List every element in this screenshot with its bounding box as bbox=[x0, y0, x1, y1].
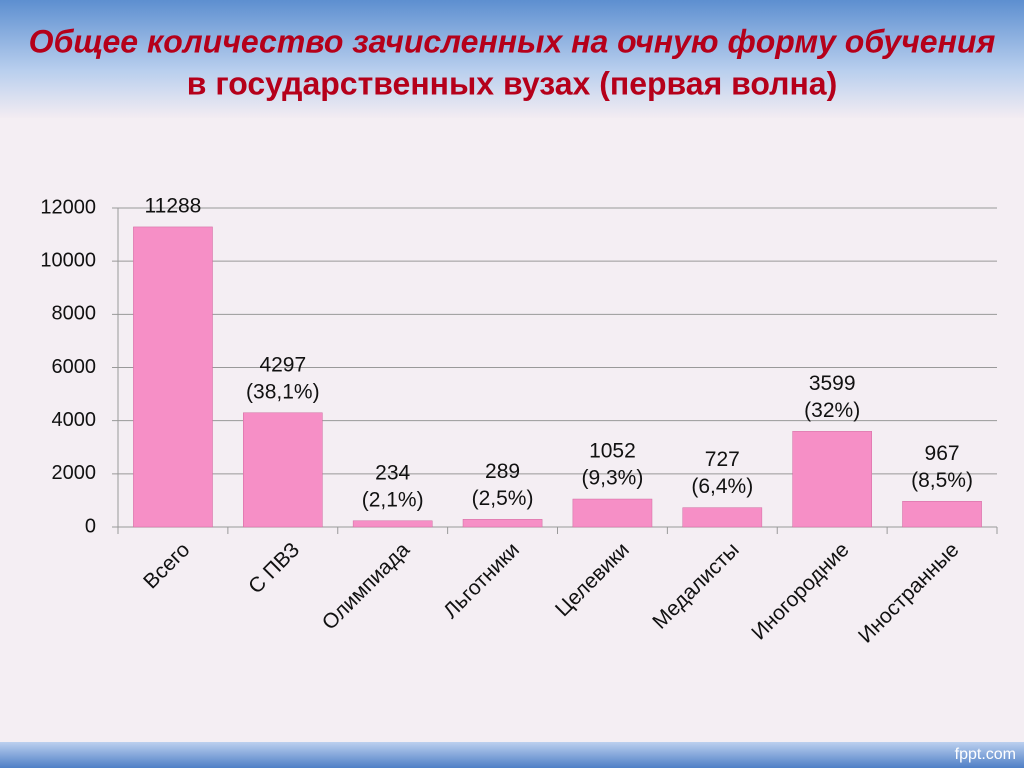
y-tick-label: 10000 bbox=[40, 249, 96, 271]
bar bbox=[792, 431, 872, 528]
footer-band bbox=[0, 742, 1024, 768]
data-label: 727 bbox=[705, 448, 740, 471]
title-line: Общее количество зачисленных на очную фо… bbox=[29, 23, 996, 59]
data-label: 11288 bbox=[145, 194, 202, 217]
y-tick-label: 8000 bbox=[52, 303, 97, 325]
data-label: (2,1%) bbox=[362, 488, 424, 511]
data-label: 967 bbox=[925, 442, 960, 465]
bar bbox=[462, 519, 543, 528]
bar bbox=[682, 507, 763, 528]
bar bbox=[352, 520, 433, 528]
data-label: 4297 bbox=[259, 353, 306, 376]
bar bbox=[133, 226, 213, 528]
y-tick-label: 4000 bbox=[52, 409, 97, 431]
data-label: (32%) bbox=[804, 399, 860, 422]
data-label: 1052 bbox=[589, 440, 636, 463]
title-line: в государственных вузах (первая волна) bbox=[187, 65, 838, 101]
y-tick-label: 2000 bbox=[52, 462, 97, 484]
data-label: (38,1%) bbox=[246, 380, 320, 403]
data-label: (6,4%) bbox=[691, 475, 753, 498]
data-label: (2,5%) bbox=[472, 487, 534, 510]
y-tick-label: 6000 bbox=[52, 356, 97, 378]
data-label: 289 bbox=[485, 460, 520, 483]
y-tick-label: 0 bbox=[85, 515, 96, 537]
data-label: 234 bbox=[375, 461, 410, 484]
bar bbox=[572, 498, 653, 528]
data-label: (9,3%) bbox=[582, 467, 644, 490]
bar bbox=[243, 412, 323, 528]
data-label: (8,5%) bbox=[911, 469, 973, 492]
y-tick-label: 12000 bbox=[40, 196, 96, 218]
footer: fppt.com bbox=[955, 746, 1016, 763]
bar bbox=[902, 501, 982, 528]
data-label: 3599 bbox=[809, 372, 856, 395]
header-band bbox=[0, 0, 1024, 118]
